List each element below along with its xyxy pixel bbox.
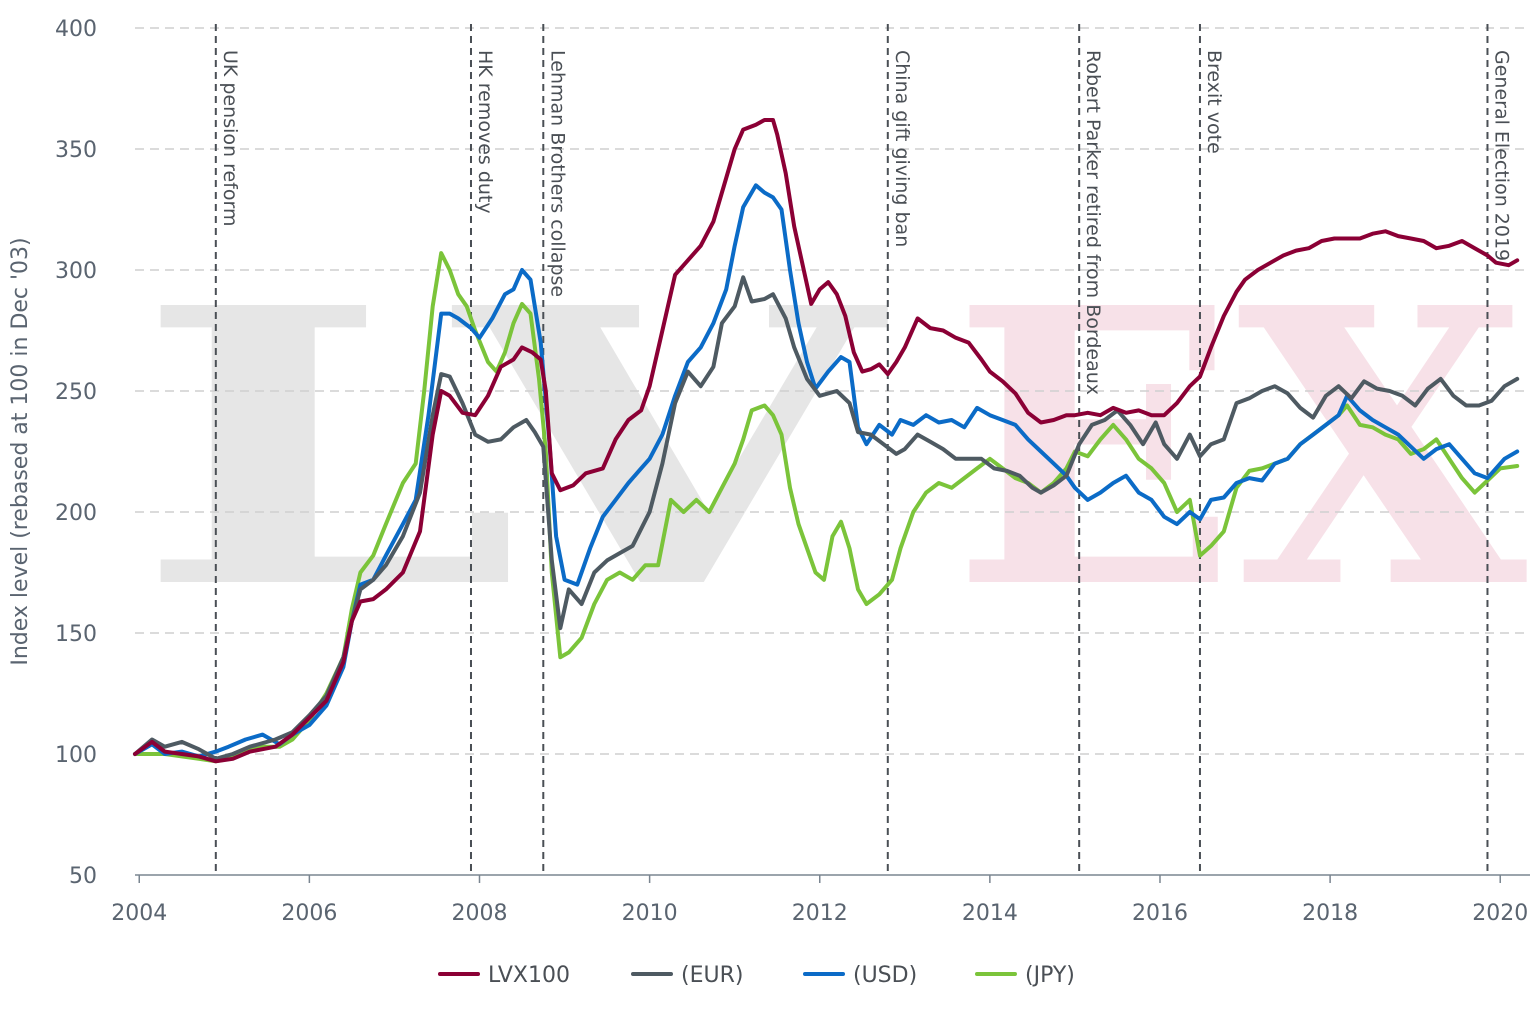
series-lines [133, 118, 1520, 764]
event-label: China gift giving ban [891, 50, 913, 247]
x-tick-label: 2008 [451, 901, 507, 926]
y-tick-label: 100 [55, 743, 97, 768]
series-line-jpy [133, 251, 1520, 764]
legend-label: (EUR) [681, 963, 743, 988]
y-tick-label: 400 [55, 17, 97, 42]
y-axis-title: Index level (rebased at 100 in Dec '03) [8, 237, 33, 665]
y-tick-label: 350 [55, 138, 97, 163]
series-line-usd [133, 183, 1520, 759]
x-tick-label: 2006 [281, 901, 337, 926]
event-label: UK pension reform [219, 50, 241, 226]
x-tick-label: 2020 [1472, 901, 1528, 926]
event-label: Robert Parker retired from Bordeaux [1082, 50, 1104, 395]
x-tick-label: 2004 [111, 901, 167, 926]
legend-label: (JPY) [1025, 963, 1075, 988]
watermark-left: LV [135, 225, 891, 672]
legend-label: (USD) [853, 963, 917, 988]
y-tick-label: 50 [69, 864, 97, 889]
event-label: General Election 2019 [1490, 50, 1512, 261]
watermark-right: EX [952, 225, 1529, 672]
series-line-eur [133, 275, 1520, 761]
watermark: LV EX [135, 225, 1529, 672]
legend-item[interactable]: (JPY) [975, 963, 1075, 988]
x-tick-label: 2016 [1132, 901, 1188, 926]
x-tick-label: 2010 [622, 901, 678, 926]
gridlines [135, 27, 1530, 755]
legend-item[interactable]: LVX100 [438, 963, 570, 988]
event-label: Brexit vote [1203, 50, 1225, 154]
event-label: HK removes duty [474, 50, 496, 214]
y-tick-label: 250 [55, 380, 97, 405]
y-tick-label: 200 [55, 501, 97, 526]
y-tick-label: 300 [55, 259, 97, 284]
legend: LVX100 (EUR) (USD) (JPY) [438, 963, 1075, 988]
series-line-lvx100 [133, 118, 1520, 764]
x-tick-label: 2012 [792, 901, 848, 926]
event-label: Lehman Brothers collapse [546, 50, 568, 297]
legend-label: LVX100 [488, 963, 570, 988]
x-tick-label: 2018 [1302, 901, 1358, 926]
event-markers: UK pension reform HK removes duty Lehman B… [214, 24, 1512, 875]
legend-item[interactable]: (USD) [803, 963, 917, 988]
legend-item[interactable]: (EUR) [631, 963, 743, 988]
x-tick-label: 2014 [962, 901, 1018, 926]
y-tick-label: 150 [55, 622, 97, 647]
axes: 50 100 150 200 250 300 350 400 2004 2006 2008 2010 2… [8, 17, 1530, 926]
